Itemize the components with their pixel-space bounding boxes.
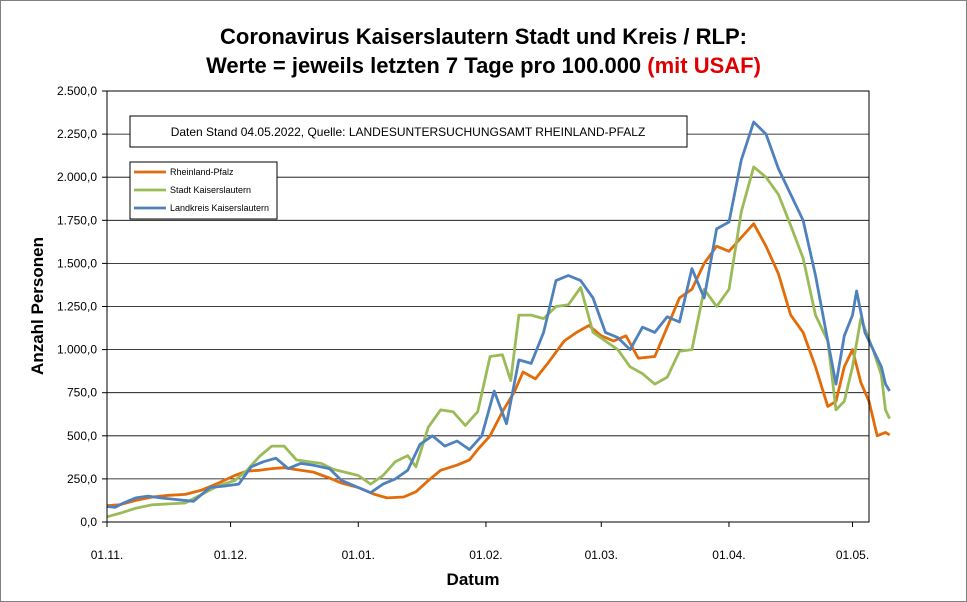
title-line-1: Coronavirus Kaiserslautern Stadt und Kre… xyxy=(220,24,747,49)
x-tick-label: 01.12. xyxy=(214,548,247,562)
series-line-stadt-kaiserslautern xyxy=(106,165,891,519)
y-tick-label: 1.750,0 xyxy=(57,213,97,227)
x-tick-label: 01.04. xyxy=(712,548,745,562)
source-note-box xyxy=(129,115,688,148)
y-tick-label: 1.500,0 xyxy=(57,256,97,270)
x-tick-label: 01.01. xyxy=(342,548,375,562)
y-tick-label: 500,0 xyxy=(67,429,97,443)
y-tick-label: 2.000,0 xyxy=(57,170,97,184)
legend: Rheinland-Pfalz Stadt Kaiserslautern Landk… xyxy=(129,161,278,220)
x-tick-label: 01.03. xyxy=(585,548,618,562)
legend-label: Landkreis Kaiserslautern xyxy=(170,203,269,213)
source-note-text: Daten Stand 04.05.2022, Quelle: LANDESUN… xyxy=(171,125,646,139)
title-line-2-red: (mit USAF) xyxy=(647,53,761,78)
series-line-landkreis-kaiserslautern xyxy=(106,120,891,509)
legend-label: Rheinland-Pfalz xyxy=(170,167,234,177)
source-note: Daten Stand 04.05.2022, Quelle: LANDESUN… xyxy=(129,115,688,148)
y-tick-label: 0,0 xyxy=(80,515,97,529)
y-tick-label: 1.000,0 xyxy=(57,343,97,357)
x-axis-ticks: 01.11. 01.12. 01.01. 01.02. 01.03. 01.04. 01.0… xyxy=(91,522,869,562)
title-line-2: Werte = jeweils letzten 7 Tage pro 100.0… xyxy=(0,51,967,80)
plot-area-border xyxy=(106,90,870,523)
x-axis-label: Datum xyxy=(447,570,500,589)
y-axis-ticks: 0,0 250,0 500,0 750,0 1.000,0 1.250,0 1.500,0 1… xyxy=(57,84,107,529)
y-tick-label: 2.500,0 xyxy=(57,84,97,98)
x-tick-label: 01.02. xyxy=(469,548,502,562)
legend-label: Stadt Kaiserslautern xyxy=(170,185,251,195)
series-lines xyxy=(106,120,891,519)
title-line-2-main: Werte = jeweils letzten 7 Tage pro 100.0… xyxy=(206,53,648,78)
y-tick-label: 2.250,0 xyxy=(57,127,97,141)
y-tick-label: 250,0 xyxy=(67,472,97,486)
y-tick-label: 1.250,0 xyxy=(57,300,97,314)
series-line-rheinland-pfalz xyxy=(106,222,891,507)
chart-title: Coronavirus Kaiserslautern Stadt und Kre… xyxy=(0,22,967,80)
x-tick-label: 01.11. xyxy=(91,548,123,562)
y-axis-label: Anzahl Personen xyxy=(28,237,47,375)
y-tick-label: 750,0 xyxy=(67,386,97,400)
x-tick-label: 01.05. xyxy=(836,548,869,562)
